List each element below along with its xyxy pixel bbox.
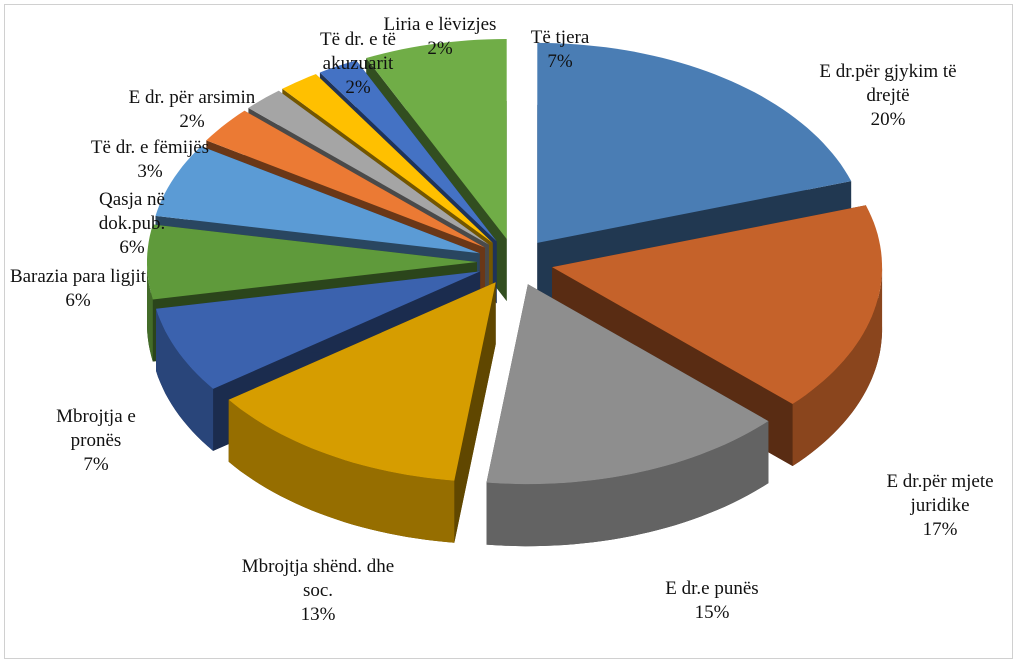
slice-side bbox=[147, 262, 153, 362]
value-label: 17% bbox=[922, 519, 958, 540]
data-label: Mbrojtja e pronës 7% bbox=[31, 405, 161, 477]
slice bbox=[366, 39, 507, 239]
category-label: E dr.e punës bbox=[665, 578, 759, 599]
data-label: E dr.për mjete juridike 17% bbox=[855, 470, 1019, 542]
slice bbox=[228, 282, 496, 481]
slice bbox=[537, 42, 852, 243]
slice-side bbox=[156, 308, 214, 451]
value-label: 6% bbox=[119, 237, 145, 258]
slice bbox=[156, 271, 481, 389]
slice bbox=[155, 146, 480, 254]
value-label: 7% bbox=[83, 454, 109, 475]
category-label: E dr. për arsimin bbox=[128, 87, 256, 108]
value-label: 7% bbox=[547, 51, 573, 72]
value-label: 2% bbox=[345, 77, 371, 98]
value-label: 2% bbox=[427, 38, 453, 59]
data-label: E dr.për gjykim të drejtë 20% bbox=[798, 60, 978, 132]
data-label: Të dr. e të akuzuarit 2% bbox=[298, 28, 418, 100]
value-label: 20% bbox=[870, 109, 906, 130]
category-label: Qasja në dok.pub. bbox=[98, 189, 166, 234]
slice bbox=[206, 110, 486, 248]
slice-side bbox=[486, 421, 769, 547]
chart-border bbox=[4, 4, 1013, 659]
slice bbox=[282, 74, 493, 243]
slice bbox=[486, 284, 769, 485]
value-label: 6% bbox=[65, 290, 91, 311]
slice bbox=[248, 90, 489, 245]
slice bbox=[147, 224, 477, 300]
data-label: E dr.e punës 15% bbox=[632, 577, 792, 625]
category-label: Të tjera bbox=[530, 27, 590, 48]
data-label: Mbrojtja shënd. dhe soc. 13% bbox=[228, 555, 408, 627]
slice-side bbox=[792, 267, 883, 466]
category-label: Mbrojtja shënd. dhe soc. bbox=[241, 556, 395, 601]
category-label: Barazia para ligjit bbox=[9, 266, 147, 287]
value-label: 2% bbox=[179, 111, 205, 132]
category-label: E dr.për mjete juridike bbox=[886, 471, 994, 516]
data-label: Qasja në dok.pub. 6% bbox=[77, 188, 187, 260]
slice-side bbox=[228, 399, 455, 543]
data-label: Të dr. e fëmijës 3% bbox=[45, 136, 255, 184]
category-label: E dr.për gjykim të drejtë bbox=[819, 61, 957, 106]
data-label: Liria e lëvizjes 2% bbox=[335, 13, 545, 61]
category-label: Të dr. e fëmijës bbox=[90, 137, 210, 158]
value-label: 13% bbox=[300, 604, 336, 625]
value-label: 15% bbox=[694, 602, 730, 623]
data-label: E dr. për arsimin 2% bbox=[77, 86, 307, 134]
category-label: Liria e lëvizjes bbox=[383, 14, 497, 35]
data-label: Barazia para ligjit 6% bbox=[3, 265, 153, 313]
slice bbox=[552, 205, 883, 404]
category-label: Mbrojtja e pronës bbox=[56, 406, 136, 451]
slice bbox=[319, 60, 497, 242]
value-label: 3% bbox=[137, 161, 163, 182]
data-label: Të tjera 7% bbox=[505, 26, 615, 74]
category-label: Të dr. e të akuzuarit bbox=[320, 29, 396, 74]
